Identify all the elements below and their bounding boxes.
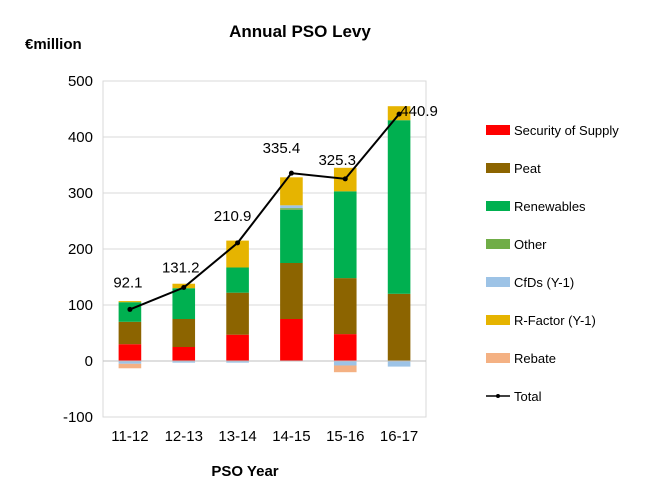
bar-segment — [118, 344, 142, 361]
legend-label: Other — [514, 237, 547, 252]
bar-segment — [387, 120, 411, 294]
y-tick-label: 100 — [68, 297, 93, 314]
data-label: 325.3 — [318, 152, 356, 169]
x-tick-label: 14-15 — [272, 428, 310, 445]
bar-segment — [172, 319, 196, 347]
gridlines — [102, 80, 427, 418]
x-tick-label: 11-12 — [111, 428, 148, 445]
total-point — [181, 285, 187, 291]
x-tick-label: 12-13 — [165, 428, 203, 445]
bar-segment — [172, 288, 196, 319]
total-point — [235, 240, 241, 246]
bar-segment — [280, 177, 303, 206]
legend-swatch — [486, 315, 510, 325]
total-point — [396, 111, 402, 117]
total-line — [127, 111, 402, 312]
bar-segment — [333, 278, 357, 335]
bar-segment — [172, 347, 196, 361]
total-point — [342, 176, 348, 182]
bar-segment — [118, 301, 142, 303]
data-label: 210.9 — [214, 208, 252, 225]
y-axis-label: €million — [25, 36, 82, 53]
data-labels: 92.1 131.2 210.9 335.4 325.3 440.9 — [113, 103, 438, 291]
bar-segment — [333, 191, 357, 279]
bar-segment — [226, 361, 249, 363]
x-axis-label: PSO Year — [211, 463, 278, 480]
bar-segment — [172, 361, 196, 363]
legend-swatch-marker — [496, 394, 500, 398]
total-line-path — [129, 113, 400, 311]
chart-title: Annual PSO Levy — [229, 22, 371, 41]
bar-segment — [226, 267, 249, 293]
y-tick-label: 300 — [68, 185, 93, 202]
bar-segment — [333, 365, 357, 373]
legend-label: R-Factor (Y-1) — [514, 313, 596, 328]
x-tick-label: 13-14 — [218, 428, 256, 445]
bar-segment — [118, 363, 142, 369]
legend-swatch — [486, 277, 510, 287]
y-tick-label: 400 — [68, 129, 93, 146]
y-tick-label: 200 — [68, 241, 93, 258]
legend-label: CfDs (Y-1) — [514, 275, 574, 290]
bar-segment — [333, 334, 357, 361]
data-label: 335.4 — [263, 140, 301, 157]
bar-segment — [226, 334, 249, 361]
legend: Security of Supply Peat Renewables Other CfD… — [486, 123, 619, 404]
plot-border — [102, 80, 427, 418]
bar-segment — [280, 209, 303, 263]
bar-segment — [118, 361, 142, 364]
y-tick-label: -100 — [63, 409, 93, 426]
total-point — [127, 306, 133, 312]
data-label: 131.2 — [162, 260, 200, 277]
bar-segment — [387, 293, 411, 361]
bar-segment — [280, 205, 303, 209]
legend-swatch — [486, 201, 510, 211]
legend-label: Security of Supply — [514, 123, 619, 138]
y-axis-ticks: -100 0 100 200 300 400 500 — [63, 73, 93, 426]
legend-label: Rebate — [514, 351, 556, 366]
legend-label: Total — [514, 389, 542, 404]
legend-label: Peat — [514, 161, 541, 176]
legend-label: Renewables — [514, 199, 586, 214]
bar-segment — [226, 292, 249, 335]
y-tick-label: 0 — [85, 353, 93, 370]
legend-swatch — [486, 239, 510, 249]
data-label: 440.9 — [400, 103, 438, 120]
x-axis-ticks: 11-12 12-13 13-14 14-15 15-16 16-17 — [111, 428, 418, 445]
x-tick-label: 16-17 — [380, 428, 418, 445]
legend-swatch — [486, 163, 510, 173]
data-label: 92.1 — [113, 274, 142, 291]
x-tick-label: 15-16 — [326, 428, 364, 445]
bar-segment — [280, 263, 303, 319]
y-tick-label: 500 — [68, 73, 93, 90]
total-point — [288, 170, 294, 176]
legend-swatch — [486, 125, 510, 135]
bar-segment — [280, 208, 303, 210]
bar-segment — [280, 319, 303, 361]
bar-segment — [118, 321, 142, 345]
bar-segment — [387, 361, 411, 367]
legend-swatch — [486, 353, 510, 363]
bar-segment — [333, 361, 357, 366]
